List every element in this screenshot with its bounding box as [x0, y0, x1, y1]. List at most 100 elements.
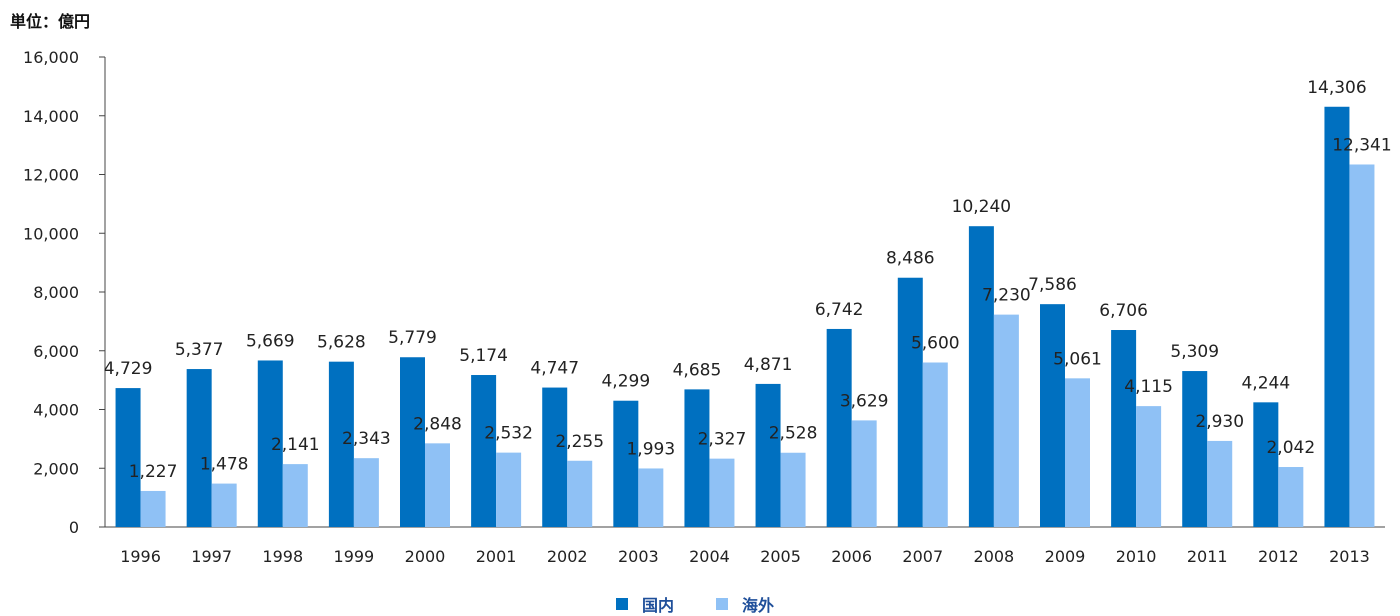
x-tick-label: 2012	[1258, 547, 1299, 566]
data-label-domestic: 4,685	[673, 360, 722, 380]
legend-label-overseas: 海外	[742, 596, 775, 615]
bars	[115, 106, 1375, 527]
y-tick-label: 10,000	[23, 224, 79, 243]
data-label-domestic: 5,669	[246, 331, 295, 351]
data-label-overseas: 2,532	[484, 424, 533, 444]
x-tick-label: 2000	[405, 547, 446, 566]
y-tick-label: 2,000	[33, 459, 79, 478]
bar-domestic	[257, 360, 283, 527]
x-tick-label: 2010	[1116, 547, 1157, 566]
data-label-overseas: 2,042	[1266, 438, 1315, 458]
data-label-domestic: 14,306	[1307, 78, 1366, 98]
data-label-domestic: 7,586	[1028, 275, 1077, 295]
data-label-overseas: 2,327	[698, 430, 747, 450]
legend-item-overseas: 海外	[716, 592, 774, 616]
bar-domestic	[897, 277, 923, 527]
x-tick-label: 1996	[120, 547, 161, 566]
data-label-domestic: 5,174	[459, 346, 508, 366]
x-tick-label: 1998	[262, 547, 303, 566]
data-label-domestic: 5,377	[175, 340, 224, 360]
bar-overseas	[1207, 440, 1233, 527]
data-label-domestic: 4,299	[601, 372, 650, 392]
bar-domestic	[1324, 106, 1350, 527]
bar-overseas	[1349, 164, 1375, 527]
legend-swatch-domestic	[616, 598, 628, 610]
bar-domestic	[1253, 402, 1279, 527]
x-tick-label: 2004	[689, 547, 730, 566]
bar-overseas	[353, 458, 379, 527]
data-label-overseas: 2,141	[271, 435, 320, 455]
x-tick-label: 2001	[476, 547, 517, 566]
y-tick-label: 0	[69, 518, 79, 537]
data-label-domestic: 5,779	[388, 328, 437, 348]
data-label-domestic: 4,871	[744, 355, 793, 375]
data-label-overseas: 2,255	[555, 432, 604, 452]
bar-domestic	[826, 328, 852, 527]
bar-domestic	[542, 387, 568, 527]
data-label-overseas: 1,993	[626, 439, 675, 459]
data-label-overseas: 4,115	[1124, 377, 1173, 397]
data-label-domestic: 5,309	[1170, 342, 1219, 362]
data-label-domestic: 6,742	[815, 300, 864, 320]
data-label-overseas: 7,230	[982, 286, 1031, 306]
data-label-domestic: 5,628	[317, 333, 366, 353]
data-label-domestic: 6,706	[1099, 301, 1148, 321]
y-tick-label: 8,000	[33, 283, 79, 302]
data-label-overseas: 2,343	[342, 429, 391, 449]
unit-label: 単位：億円	[10, 12, 91, 31]
bar-domestic	[968, 226, 994, 527]
x-tick-label: 1997	[191, 547, 232, 566]
x-tick-label: 2006	[831, 547, 872, 566]
y-tick-label: 16,000	[23, 48, 79, 67]
data-label-overseas: 2,930	[1195, 412, 1244, 432]
bar-domestic	[755, 383, 781, 527]
bar-overseas	[993, 314, 1019, 527]
bar-overseas	[709, 458, 735, 527]
bar-overseas	[851, 420, 877, 527]
bar-domestic	[328, 361, 354, 527]
bar-domestic	[400, 357, 425, 527]
x-axis: 1996 1997 1998 1999 2000 2001 2002 2003 2004 2005…	[105, 526, 1385, 566]
y-axis: 0 2,000 4,000 6,000 8,000 10,000 12,000 14,000 1…	[23, 48, 106, 537]
bar-overseas	[780, 452, 806, 527]
bar-domestic	[1040, 304, 1065, 527]
data-label-overseas: 5,600	[911, 334, 960, 354]
legend: 国内 海外	[616, 592, 816, 616]
bar-domestic	[1111, 330, 1137, 527]
bar-overseas	[425, 443, 450, 527]
data-label-overseas: 1,227	[129, 462, 178, 482]
x-tick-label: 2009	[1045, 547, 1086, 566]
y-tick-label: 4,000	[33, 401, 79, 420]
data-label-overseas: 3,629	[840, 391, 889, 411]
x-tick-label: 1999	[334, 547, 375, 566]
bar-domestic	[471, 375, 497, 527]
bar-overseas	[922, 362, 948, 527]
bar-domestic	[1182, 371, 1208, 527]
legend-swatch-overseas	[716, 598, 729, 610]
x-tick-label: 2005	[760, 547, 801, 566]
x-tick-label: 2007	[902, 547, 943, 566]
data-labels: 4,729 1,227 5,377 1,478 5,669 2,141 5,628 2,343…	[104, 78, 1392, 482]
x-tick-label: 2013	[1329, 547, 1370, 566]
y-tick-label: 12,000	[23, 166, 79, 185]
x-tick-label: 2003	[618, 547, 659, 566]
bar-domestic	[613, 400, 639, 527]
data-label-overseas: 1,478	[200, 455, 249, 475]
bar-overseas	[567, 460, 593, 527]
bar-overseas	[282, 464, 308, 527]
bar-overseas	[211, 483, 237, 527]
bar-domestic	[186, 369, 212, 527]
data-label-domestic: 10,240	[952, 197, 1011, 217]
data-label-domestic: 8,486	[886, 249, 935, 269]
bar-overseas	[1278, 467, 1304, 527]
bar-overseas	[140, 490, 166, 527]
x-tick-label: 2008	[974, 547, 1015, 566]
data-label-overseas: 2,528	[769, 424, 818, 444]
data-label-domestic: 4,747	[530, 359, 579, 379]
bar-overseas	[1136, 406, 1162, 527]
bar-overseas	[496, 452, 522, 527]
bar-domestic	[115, 388, 141, 527]
x-tick-label: 2002	[547, 547, 588, 566]
data-label-overseas: 2,848	[413, 414, 462, 434]
data-label-overseas: 12,341	[1332, 135, 1391, 155]
